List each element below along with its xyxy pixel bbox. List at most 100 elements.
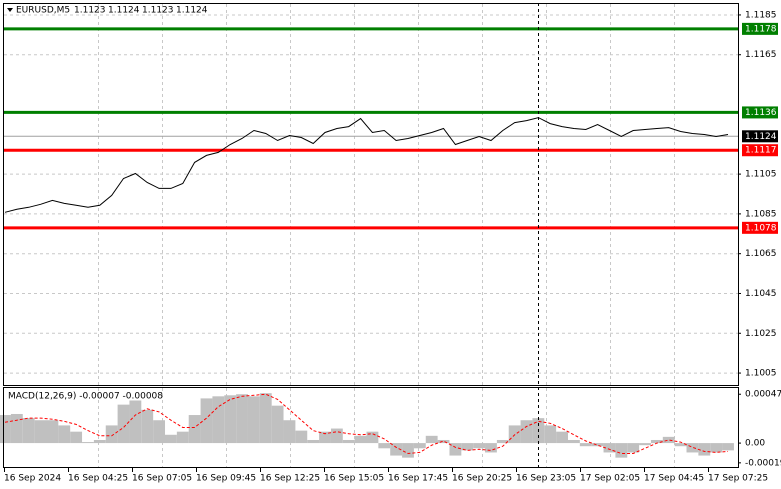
- macd-bar: [271, 405, 284, 444]
- macd-bar: [437, 439, 450, 444]
- x-tick-label: 16 Sep 12:25: [260, 474, 320, 484]
- macd-bar: [686, 443, 699, 453]
- macd-bar: [307, 439, 320, 444]
- x-tick-label: 16 Sep 15:05: [324, 474, 384, 484]
- y-tick-label: 1.1045: [745, 289, 777, 299]
- ohlc-value: 1.1123: [74, 6, 106, 16]
- macd-bar: [319, 431, 331, 444]
- macd-bar: [615, 443, 628, 458]
- macd-panel-frame: [3, 387, 739, 468]
- macd-bar: [425, 435, 438, 444]
- grid-layer: [4, 4, 739, 467]
- level-label: 1.1078: [745, 223, 777, 233]
- macd-bar: [473, 443, 486, 449]
- symbol-title: EURUSD,M5: [16, 6, 70, 16]
- ohlc-value: 1.1124: [108, 6, 140, 16]
- macd-bar: [70, 431, 83, 444]
- macd-bar: [141, 409, 154, 444]
- macd-bar: [722, 443, 734, 451]
- x-tick-label: 17 Sep 02:05: [580, 474, 640, 484]
- y-tick-label: -0.00019: [745, 458, 781, 468]
- macd-bar: [662, 436, 675, 444]
- macd-bar: [567, 439, 580, 444]
- macd-bar: [354, 435, 367, 444]
- macd-bar: [236, 394, 248, 444]
- macd-bar: [402, 443, 414, 458]
- macd-bar: [449, 443, 462, 456]
- price-panel-frame: [3, 3, 739, 386]
- macd-bar: [200, 398, 213, 444]
- y-tick-label: 0.00047: [745, 390, 781, 400]
- y-tick-label: 1.1185: [745, 10, 777, 20]
- macd-bar: [556, 431, 568, 444]
- y-tick-label: 1.1005: [745, 369, 777, 379]
- price-line: [4, 117, 729, 213]
- macd-bar: [674, 443, 687, 447]
- macd-bar: [390, 443, 403, 456]
- macd-bar: [259, 393, 272, 444]
- macd-bar: [82, 442, 94, 444]
- x-tick-label: 16 Sep 04:25: [68, 474, 128, 484]
- ohlc-value: 1.1123: [142, 6, 174, 16]
- x-tick-label: 16 Sep 23:05: [516, 474, 576, 484]
- macd-bar: [591, 443, 604, 447]
- x-tick-label: 16 Sep 2024: [4, 474, 61, 484]
- macd-bar: [105, 425, 118, 444]
- macd-bar: [413, 443, 426, 449]
- level-tag: [742, 221, 778, 234]
- macd-bar: [520, 420, 533, 444]
- macd-bar: [93, 439, 106, 444]
- x-tick-label: 17 Sep 07:25: [708, 474, 768, 484]
- macd-bar: [283, 420, 296, 444]
- x-tick-label: 16 Sep 07:05: [132, 474, 192, 484]
- macd-bar: [22, 418, 35, 444]
- y-tick-label: 1.1025: [745, 329, 777, 339]
- macd-bar: [212, 396, 225, 444]
- macd-bar: [153, 420, 166, 444]
- macd-bar: [544, 425, 557, 444]
- signal-line: [4, 393, 729, 455]
- level-tag: [742, 106, 778, 119]
- macd-bar: [579, 443, 592, 447]
- macd-bar: [295, 430, 308, 444]
- macd-bar: [0, 415, 11, 444]
- macd-bar: [165, 434, 177, 444]
- y-tick-label: 1.1085: [745, 209, 777, 219]
- level-label: 1.1136: [745, 108, 777, 118]
- macd-bar: [496, 439, 509, 444]
- macd-bar: [188, 415, 201, 444]
- macd-bar: [627, 443, 640, 453]
- level-label: 1.1117: [745, 146, 777, 156]
- macd-bar: [342, 439, 355, 444]
- macd-bar: [129, 400, 142, 444]
- current-price-label: 1.1124: [745, 132, 777, 142]
- y-tick-label: 1.1105: [745, 170, 777, 180]
- menu-arrow: [7, 8, 13, 12]
- macd-bar: [247, 396, 260, 444]
- x-tick-label: 17 Sep 04:45: [644, 474, 704, 484]
- mark-layer: [0, 27, 738, 458]
- macd-bar: [46, 420, 59, 444]
- macd-bar: [117, 404, 130, 444]
- level-tag: [742, 144, 778, 157]
- x-tick-label: 16 Sep 20:25: [452, 474, 512, 484]
- macd-bar: [461, 443, 474, 451]
- macd-bar: [603, 443, 616, 453]
- current-price-tag: [742, 130, 778, 143]
- macd-bar: [710, 443, 723, 453]
- level-tag: [742, 22, 778, 35]
- level-label: 1.1178: [745, 24, 777, 34]
- macd-bar: [34, 420, 47, 444]
- macd-title: MACD(12,26,9) -0.00007 -0.00008: [8, 392, 163, 402]
- macd-bar: [366, 431, 379, 444]
- label-layer: EURUSD,M5 MACD(12,26,9) -0.00007 -0.0000…: [4, 6, 781, 484]
- macd-bar: [224, 395, 237, 444]
- y-tick-label: 1.1065: [745, 249, 777, 259]
- macd-bar: [176, 431, 189, 444]
- macd-bar: [485, 443, 497, 453]
- macd-bar: [378, 443, 391, 449]
- x-tick-label: 16 Sep 09:45: [196, 474, 256, 484]
